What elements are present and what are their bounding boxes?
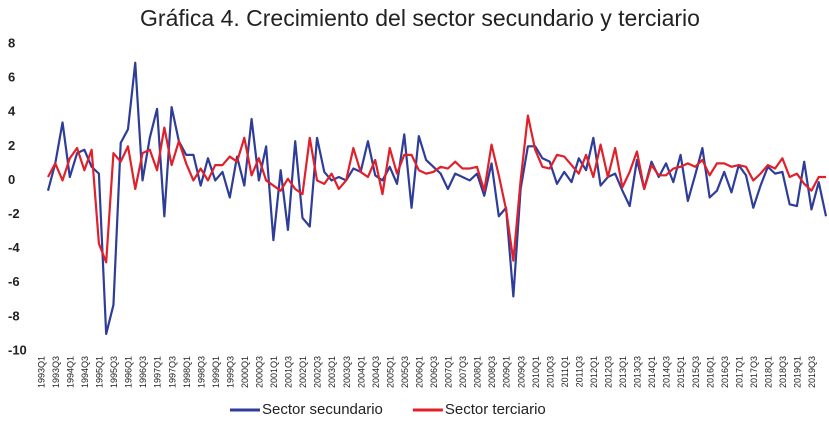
x-tick-label: 1999Q3 [225,356,235,388]
x-tick-label: 2006Q3 [429,356,439,388]
y-tick-label: -6 [8,274,20,289]
x-tick-label: 2018Q1 [763,356,773,388]
x-tick-label: 2008Q3 [487,356,497,388]
x-tick-label: 1994Q3 [80,356,90,388]
x-tick-label: 2013Q1 [618,356,628,388]
legend-label: Sector terciario [445,401,546,418]
x-tick-label: 2016Q3 [720,356,730,388]
x-tick-label: 2017Q3 [749,356,759,388]
x-tick-label: 2002Q3 [313,356,323,388]
y-tick-label: -4 [8,240,20,255]
x-tick-label: 1996Q1 [124,356,134,388]
x-tick-label: 2000Q1 [240,356,250,388]
x-tick-label: 1995Q1 [95,356,105,388]
x-tick-label: 2012Q3 [604,356,614,388]
x-tick-label: 2006Q1 [414,356,424,388]
x-tick-label: 1999Q1 [211,356,221,388]
x-tick-label: 1994Q1 [65,356,75,388]
x-tick-label: 2012Q1 [589,356,599,388]
x-tick-label: 2000Q3 [255,356,265,388]
series-line [47,114,826,264]
x-tick-label: 2003Q1 [327,356,337,388]
x-tick-label: 1997Q3 [167,356,177,388]
y-tick-label: -2 [8,206,20,221]
y-tick-label: 0 [8,172,15,187]
x-tick-label: 2007Q3 [458,356,468,388]
x-tick-label: 2005Q3 [400,356,410,388]
series-line [46,61,828,336]
x-tick-label: 2011Q1 [560,356,570,387]
x-tick-label: 2007Q1 [444,356,454,388]
x-tick-label: 2005Q1 [385,356,395,388]
x-tick-label: 2008Q1 [473,356,483,388]
chart-title: Gráfica 4. Crecimiento del sector secund… [140,5,700,31]
x-tick-label: 1997Q1 [153,356,163,388]
x-tick-label: 2019Q1 [793,356,803,388]
x-tick-label: 2010Q3 [545,356,555,388]
x-tick-label: 2001Q3 [284,356,294,388]
x-tick-label: 2019Q3 [807,356,817,388]
x-tick-label: 1995Q3 [109,356,119,388]
x-tick-label: 2004Q3 [371,356,381,388]
x-tick-label: 2002Q1 [298,356,308,388]
y-tick-label: 8 [8,35,15,50]
x-tick-label: 2001Q1 [269,356,279,388]
legend-label: Sector secundario [262,401,383,418]
x-tick-label: 2014Q3 [662,356,672,388]
x-tick-label: 2015Q1 [676,356,686,388]
x-tick-label: 2014Q1 [647,356,657,388]
x-tick-label: 2017Q1 [734,356,744,388]
x-tick-label: 2016Q1 [705,356,715,388]
x-tick-label: 2009Q3 [516,356,526,388]
y-tick-label: 4 [8,104,16,119]
x-tick-label: 1998Q3 [196,356,206,388]
x-tick-label: 2009Q1 [502,356,512,388]
x-tick-label: 1998Q1 [182,356,192,388]
x-tick-label: 2011Q3 [574,356,584,387]
x-tick-label: 2013Q3 [633,356,643,388]
x-tick-label: 2018Q3 [778,356,788,388]
x-tick-label: 2010Q1 [531,356,541,388]
x-tick-label: 2003Q3 [342,356,352,388]
x-tick-label: 2015Q3 [691,356,701,388]
x-tick-label: 1993Q1 [36,356,46,388]
x-tick-label: 2004Q1 [356,356,366,388]
x-tick-label: 1993Q3 [51,356,61,388]
x-tick-label: 1996Q3 [138,356,148,388]
y-tick-label: -8 [8,308,20,323]
y-tick-label: 6 [8,70,15,85]
y-tick-label: 2 [8,138,15,153]
y-tick-label: -10 [8,342,27,357]
